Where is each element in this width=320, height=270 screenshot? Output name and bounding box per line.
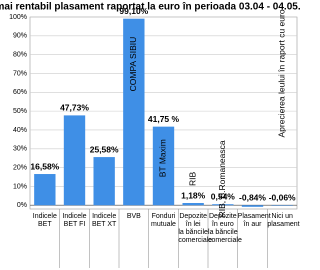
value-label: -0,84% — [239, 192, 266, 202]
annotation: RIB — [187, 171, 197, 186]
x-tick-label: Indicele BET — [32, 213, 57, 228]
chart: Cel mai rentabil plasament raportat la e… — [0, 2, 300, 268]
y-tick-label: 80% — [13, 51, 27, 58]
x-tick-label: Plasament în aur — [237, 213, 271, 228]
annotation: RIB, B.Romaneasca — [217, 140, 227, 217]
y-tick-label: 60% — [13, 89, 27, 96]
x-tick-label: Nici un plasament — [267, 213, 300, 228]
value-label: 0,54% — [211, 191, 236, 201]
y-tick-label: 30% — [13, 146, 27, 153]
x-tick-label: Depozite în euro la băncile comerciale — [208, 213, 242, 244]
y-tick-label: 20% — [13, 164, 27, 171]
x-tick-label: Indicele BET XT — [91, 213, 117, 228]
bar — [182, 203, 204, 206]
annotation: Aprecierea leului în raport cu euro — [276, 9, 286, 137]
value-label: -0,06% — [269, 192, 296, 202]
x-tick-label: Indicele BET FI — [62, 213, 87, 228]
bar — [241, 205, 264, 207]
x-tick-label: BVB — [126, 213, 141, 220]
bar — [152, 126, 175, 206]
annotation: COMPA SIBIU — [128, 37, 138, 92]
y-tick-label: 90% — [13, 33, 27, 40]
value-label: 99,10% — [119, 6, 148, 16]
bar — [34, 174, 56, 206]
bar — [212, 204, 234, 206]
bar — [63, 115, 86, 206]
annotation: BT Maxim — [158, 139, 168, 177]
y-tick-label: 70% — [13, 70, 27, 77]
y-tick-label: 40% — [13, 127, 27, 134]
y-tick-label: 0% — [17, 202, 27, 209]
value-label: 16,58% — [30, 161, 59, 171]
value-label: 47,73% — [60, 103, 89, 113]
value-label: 41,75 % — [148, 114, 180, 124]
x-tick-label: Depozite în lei la băncile comerciale — [178, 213, 213, 244]
y-tick-label: 10% — [13, 183, 27, 190]
bar — [123, 18, 145, 206]
chart-title: Cel mai rentabil plasament raportat la e… — [0, 2, 300, 13]
value-label: 25,58% — [90, 144, 119, 154]
value-label: 1,18% — [181, 190, 206, 200]
bar — [93, 157, 115, 206]
y-tick-label: 50% — [13, 108, 27, 115]
bar — [271, 205, 293, 206]
page: Cel mai rentabil plasament raportat la e… — [0, 2, 300, 268]
y-tick-label: 100% — [9, 14, 27, 21]
x-tick-label: Fonduri mutuale — [151, 213, 176, 228]
